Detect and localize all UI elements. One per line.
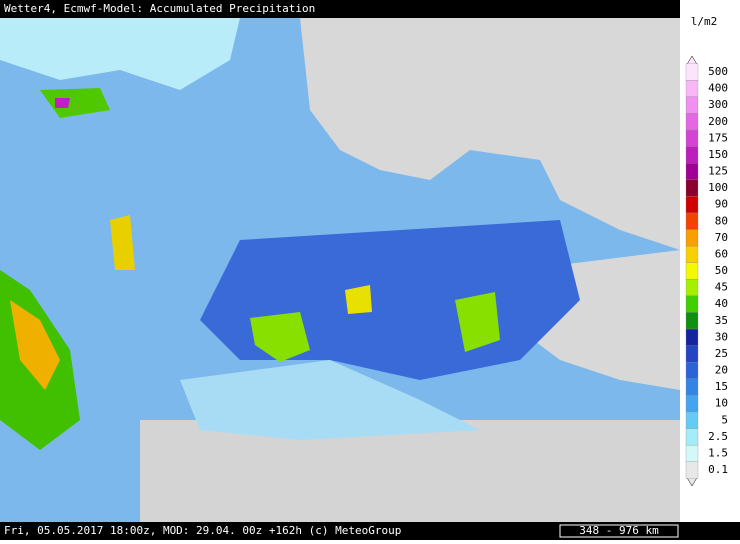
legend-swatch: [685, 262, 699, 280]
legend-label: 175: [708, 131, 728, 144]
legend-swatch: [685, 179, 699, 197]
precip-iceland-core: [55, 98, 70, 108]
legend-label: 25: [715, 347, 728, 360]
legend-label: 5: [721, 413, 728, 426]
land-north: [300, 18, 680, 250]
heavy-precip-europe: [200, 220, 580, 380]
title-bar: [0, 0, 680, 18]
legend-label: 20: [715, 364, 728, 377]
legend-swatch: [685, 146, 699, 164]
precip-alps: [345, 285, 372, 314]
legend-label: 150: [708, 148, 728, 161]
legend-label: 200: [708, 115, 728, 128]
legend-label: 0.1: [708, 463, 728, 476]
legend-swatch: [685, 80, 699, 98]
legend-swatch: [685, 229, 699, 247]
legend-swatch: [685, 279, 699, 297]
legend-label: 80: [715, 214, 728, 227]
legend-label: 300: [708, 98, 728, 111]
legend-label: 100: [708, 181, 728, 194]
title: Wetter4, Ecmwf-Model: Accumulated Precip…: [4, 2, 315, 15]
legend-label: 35: [715, 314, 728, 327]
legend-label: 40: [715, 297, 728, 310]
legend-label: 70: [715, 231, 728, 244]
legend-label: 30: [715, 330, 728, 343]
legend-swatch: [685, 428, 699, 446]
precip-atlantic-core: [10, 300, 60, 390]
legend-swatch: [685, 245, 699, 263]
map: [0, 18, 680, 522]
precip-iberia: [250, 312, 310, 362]
legend-label: 125: [708, 165, 728, 178]
scandinavia: [320, 22, 460, 120]
legend-swatch: [685, 212, 699, 230]
legend-swatch: [685, 345, 699, 363]
legend-swatch: [685, 113, 699, 131]
scale-label: 348 - 976 km: [579, 524, 659, 537]
precip-balkans: [455, 292, 500, 352]
legend-label: 10: [715, 397, 728, 410]
legend-swatch: [685, 328, 699, 346]
legend-swatch: [685, 461, 699, 479]
med-precip: [180, 360, 480, 440]
legend-swatch: [685, 96, 699, 114]
legend-unit: l/m2: [691, 15, 718, 28]
legend-swatch: [685, 444, 699, 462]
legend-label: 500: [708, 65, 728, 78]
footer-info: Fri, 05.05.2017 18:00z, MOD: 29.04. 00z …: [4, 524, 401, 537]
land-south: [140, 420, 680, 522]
legend-swatch: [685, 411, 699, 429]
legend-swatch: [685, 378, 699, 396]
precip-iceland: [40, 88, 110, 118]
legend-swatch: [685, 129, 699, 147]
legend-label: 400: [708, 82, 728, 95]
legend: l/m2 500 400 300 200 175 150 125 100 90 80 70 60 50 4…: [685, 15, 728, 487]
legend-label: 15: [715, 380, 728, 393]
scale-box: [559, 524, 679, 538]
legend-label: 2.5: [708, 430, 728, 443]
legend-label: 45: [715, 281, 728, 294]
legend-swatch: [685, 362, 699, 379]
legend-label: 90: [715, 198, 728, 211]
legend-swatch: [685, 295, 699, 313]
legend-swatch: [685, 163, 699, 180]
legend-label: 50: [715, 264, 728, 277]
legend-swatch: [685, 395, 699, 413]
precip-ireland: [110, 215, 135, 270]
legend-label: 1.5: [708, 446, 728, 459]
light-precip: [0, 18, 240, 90]
legend-swatch: [685, 196, 699, 214]
legend-swatch: [685, 63, 699, 81]
footer-bar: [0, 522, 740, 540]
legend-swatch: [685, 312, 699, 330]
legend-label: 60: [715, 247, 728, 260]
